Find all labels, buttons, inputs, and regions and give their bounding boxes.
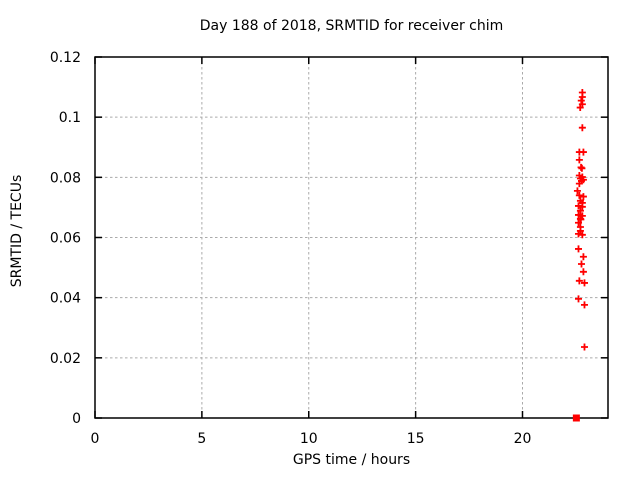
data-point-plus — [578, 93, 586, 101]
y-tick-label: 0.02 — [50, 351, 81, 367]
data-point-plus — [575, 230, 583, 238]
data-point-plus — [575, 295, 583, 303]
data-point-plus — [577, 97, 585, 105]
data-point-plus — [575, 245, 583, 253]
data-point-plus — [579, 253, 587, 261]
data-point-plus — [575, 156, 583, 164]
data-point-plus — [578, 164, 586, 172]
y-tick-label: 0.1 — [59, 110, 81, 126]
chart-title: Day 188 of 2018, SRMTID for receiver chi… — [199, 18, 504, 34]
data-point-plus — [580, 279, 588, 287]
data-point-plus — [575, 219, 583, 227]
data-point-plus — [580, 343, 588, 351]
y-tick-label: 0 — [72, 411, 81, 427]
data-point-plus — [578, 124, 586, 132]
data-point-plus — [573, 187, 581, 195]
x-tick-label: 20 — [514, 431, 532, 447]
data-point-plus — [576, 207, 584, 215]
x-tick-label: 5 — [197, 431, 206, 447]
x-axis-title: GPS time / hours — [292, 452, 411, 468]
data-point-plus — [575, 277, 583, 285]
data-point-plus — [575, 211, 583, 219]
data-point-plus — [579, 148, 587, 156]
y-tick-label: 0.06 — [50, 231, 81, 247]
y-tick-label: 0.08 — [50, 170, 81, 186]
data-point-plus — [577, 260, 585, 268]
data-point-plus — [579, 268, 587, 276]
y-tick-label: 0.12 — [50, 50, 81, 66]
data-point-square — [572, 414, 580, 422]
x-tick-label: 0 — [91, 431, 100, 447]
data-point-plus — [575, 180, 583, 188]
data-point-plus — [578, 231, 586, 239]
data-point-plus — [575, 202, 583, 210]
data-point-plus — [576, 104, 584, 112]
data-point-plus — [580, 301, 588, 309]
x-tick-label: 10 — [300, 431, 318, 447]
x-tick-label: 15 — [407, 431, 425, 447]
data-point-plus — [578, 203, 586, 211]
y-tick-label: 0.04 — [50, 291, 81, 307]
data-point-plus — [575, 191, 583, 199]
data-point-plus — [579, 193, 587, 201]
